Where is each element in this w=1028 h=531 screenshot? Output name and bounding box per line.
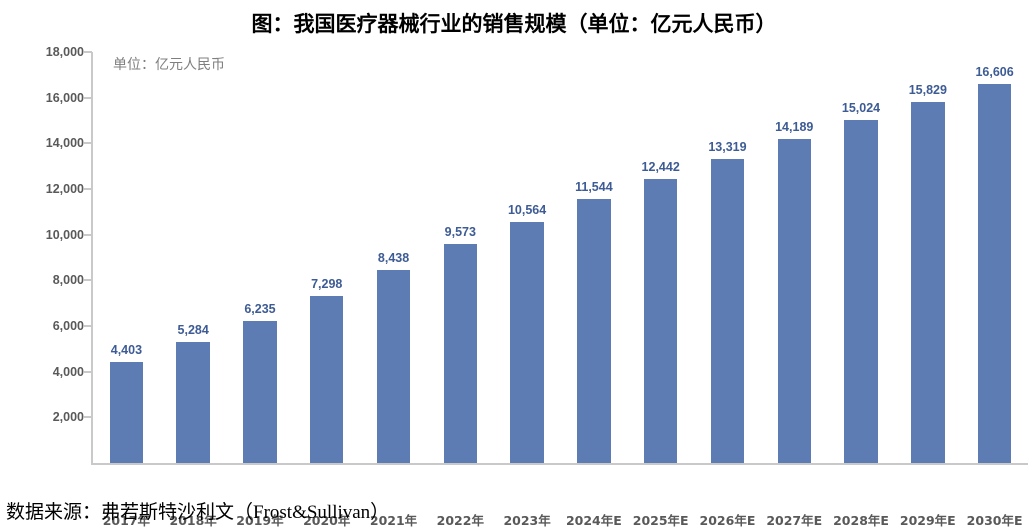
bar[interactable] (844, 119, 878, 463)
bar-value-label: 15,829 (908, 82, 947, 97)
y-tick-label: 10,000 (45, 227, 84, 242)
bar[interactable] (310, 296, 344, 463)
x-tick-label: 2024年E (565, 513, 622, 528)
bar-value-label: 6,235 (244, 301, 276, 316)
bar[interactable] (176, 342, 210, 463)
y-tick-mark (84, 188, 92, 190)
x-tick-label: 2019年 (236, 513, 284, 528)
bar-slot[interactable]: 10,564 (494, 44, 561, 463)
bar-slot[interactable]: 11,544 (561, 44, 628, 463)
bar[interactable] (443, 244, 477, 463)
bar[interactable] (777, 139, 811, 463)
bar-value-label: 16,606 (975, 64, 1014, 79)
x-tick-label: 2029年E (899, 513, 956, 528)
x-tick-label: 2023年 (503, 513, 551, 528)
y-tick-mark (84, 370, 92, 373)
bar-slot[interactable]: 7,298 (293, 44, 360, 463)
y-tick-mark (84, 233, 92, 236)
source-note: 数据来源：弗若斯特沙利文（Frost&Sullivan） (6, 502, 390, 523)
bar-value-label: 9,573 (444, 225, 476, 240)
bar-value-label: 8,438 (377, 251, 410, 266)
bar-slot[interactable]: 5,284 (160, 44, 227, 463)
plot-area: 2,000 4,000 6,000 8,000 10,000 12,000 14,000 16… (0, 44, 1028, 528)
bar-slot[interactable]: 16,606 (961, 44, 1028, 463)
y-tick-label: 2,000 (52, 410, 84, 425)
x-tick-label: 2025年E (632, 513, 689, 528)
bar-slot[interactable]: 12,442 (627, 44, 694, 463)
bar-value-label: 11,544 (575, 180, 613, 195)
bar-slot[interactable]: 4,403 (93, 44, 160, 463)
y-tick-label: 12,000 (45, 182, 84, 196)
y-tick-label: 18,000 (45, 45, 84, 59)
bar-value-label: 4,403 (110, 343, 143, 358)
y-tick-mark (84, 279, 92, 282)
y-tick-label: 14,000 (45, 136, 84, 151)
chart-title: 图：我国医疗器械行业的销售规模（单位：亿元人民币） (251, 12, 777, 36)
bar-slot[interactable]: 14,189 (761, 44, 828, 463)
x-tick-label: 2030年E (966, 513, 1023, 528)
bar-slot[interactable]: 9,573 (427, 44, 494, 463)
bar-slot[interactable]: 15,829 (894, 44, 961, 463)
x-tick-label: 2020年 (303, 513, 351, 528)
bar-slot[interactable]: 8,438 (360, 44, 427, 463)
y-axis-line (91, 52, 93, 465)
bar[interactable] (243, 320, 277, 463)
x-tick-label: 2021年 (369, 513, 418, 528)
x-tick-label: 2028年E (833, 513, 889, 528)
bar-value-label: 14,189 (775, 120, 814, 135)
bar[interactable] (977, 83, 1012, 463)
unit-annotation: 单位：亿元人民币 (113, 57, 225, 73)
y-tick-mark (84, 416, 92, 419)
x-tick-label: 2027年E (766, 513, 823, 528)
bar-series: 4,403 5,284 6,235 7,298 8,438 9,573 10,564 11,5… (93, 44, 1028, 463)
x-axis-labels: 2017年 2018年 2019年 2020年 2021年 2022年 2023年 2024年… (93, 510, 1028, 530)
bar-value-label: 7,298 (311, 277, 343, 292)
bar[interactable] (911, 101, 945, 463)
bar-slot[interactable]: 6,235 (227, 44, 294, 463)
bar-value-label: 10,564 (507, 202, 547, 217)
y-tick-mark (84, 142, 92, 145)
bar[interactable] (376, 270, 411, 463)
bar-value-label: 12,442 (641, 159, 680, 174)
y-tick-label: 8,000 (52, 273, 84, 288)
bar[interactable] (510, 221, 544, 463)
bar[interactable] (577, 199, 611, 463)
bar-value-label: 5,284 (177, 323, 209, 338)
x-tick-label: 2022年 (436, 513, 484, 528)
y-tick-mark (84, 325, 92, 327)
x-tick-label: 2026年E (699, 513, 756, 528)
y-tick-mark (84, 51, 92, 53)
y-tick-mark (84, 96, 92, 99)
x-tick-label: 2018年 (169, 513, 217, 528)
bar-slot[interactable]: 13,319 (694, 44, 761, 463)
x-tick-label: 2017年 (102, 513, 151, 528)
bar-value-label: 13,319 (708, 139, 747, 154)
bar-slot[interactable]: 15,024 (828, 44, 895, 463)
x-axis-line (91, 463, 1028, 465)
bar[interactable] (643, 178, 678, 463)
bar[interactable] (109, 362, 144, 463)
bar[interactable] (710, 158, 745, 463)
y-tick-label: 6,000 (52, 319, 84, 333)
bar-value-label: 15,024 (841, 100, 881, 115)
y-tick-label: 4,000 (52, 364, 84, 379)
y-tick-label: 16,000 (45, 90, 84, 105)
